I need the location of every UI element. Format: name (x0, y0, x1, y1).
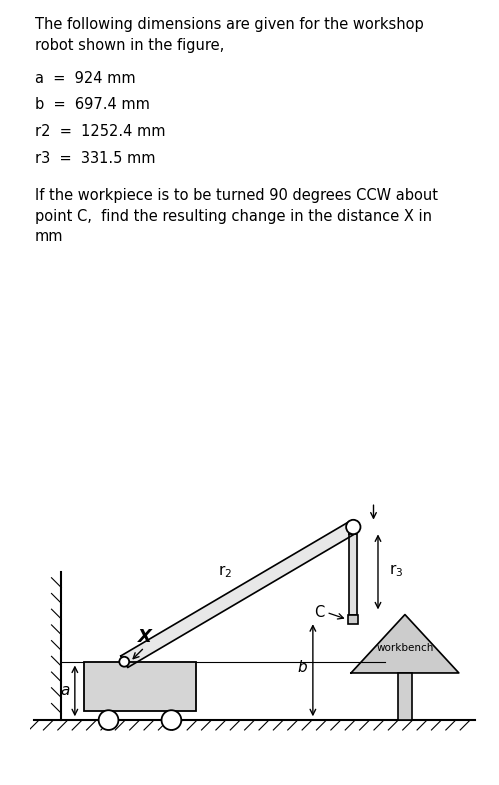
Polygon shape (349, 534, 357, 615)
Text: workbench: workbench (376, 643, 434, 653)
Circle shape (346, 520, 360, 534)
Circle shape (119, 657, 129, 666)
Text: r3  =  331.5 mm: r3 = 331.5 mm (35, 151, 155, 166)
Text: If the workpiece is to be turned 90 degrees CCW about: If the workpiece is to be turned 90 degr… (35, 188, 438, 203)
Text: b: b (298, 660, 307, 675)
Circle shape (162, 710, 181, 730)
Text: r$_3$: r$_3$ (389, 562, 404, 579)
Polygon shape (351, 615, 459, 673)
Text: The following dimensions are given for the workshop: The following dimensions are given for t… (35, 17, 424, 32)
Text: point C,  find the resulting change in the distance X in: point C, find the resulting change in th… (35, 209, 432, 224)
Text: X: X (138, 628, 151, 646)
Text: a  =  924 mm: a = 924 mm (35, 71, 136, 86)
Text: r$_2$: r$_2$ (218, 564, 233, 580)
Text: r2  =  1252.4 mm: r2 = 1252.4 mm (35, 124, 166, 139)
Bar (398, 673, 412, 720)
Text: b  =  697.4 mm: b = 697.4 mm (35, 97, 150, 112)
Bar (348, 615, 358, 624)
Text: C: C (314, 604, 324, 620)
Text: a: a (60, 684, 69, 699)
Text: mm: mm (35, 229, 63, 244)
Text: robot shown in the figure,: robot shown in the figure, (35, 38, 224, 53)
Polygon shape (121, 521, 357, 667)
Circle shape (99, 710, 118, 730)
Bar (84, 662, 196, 711)
